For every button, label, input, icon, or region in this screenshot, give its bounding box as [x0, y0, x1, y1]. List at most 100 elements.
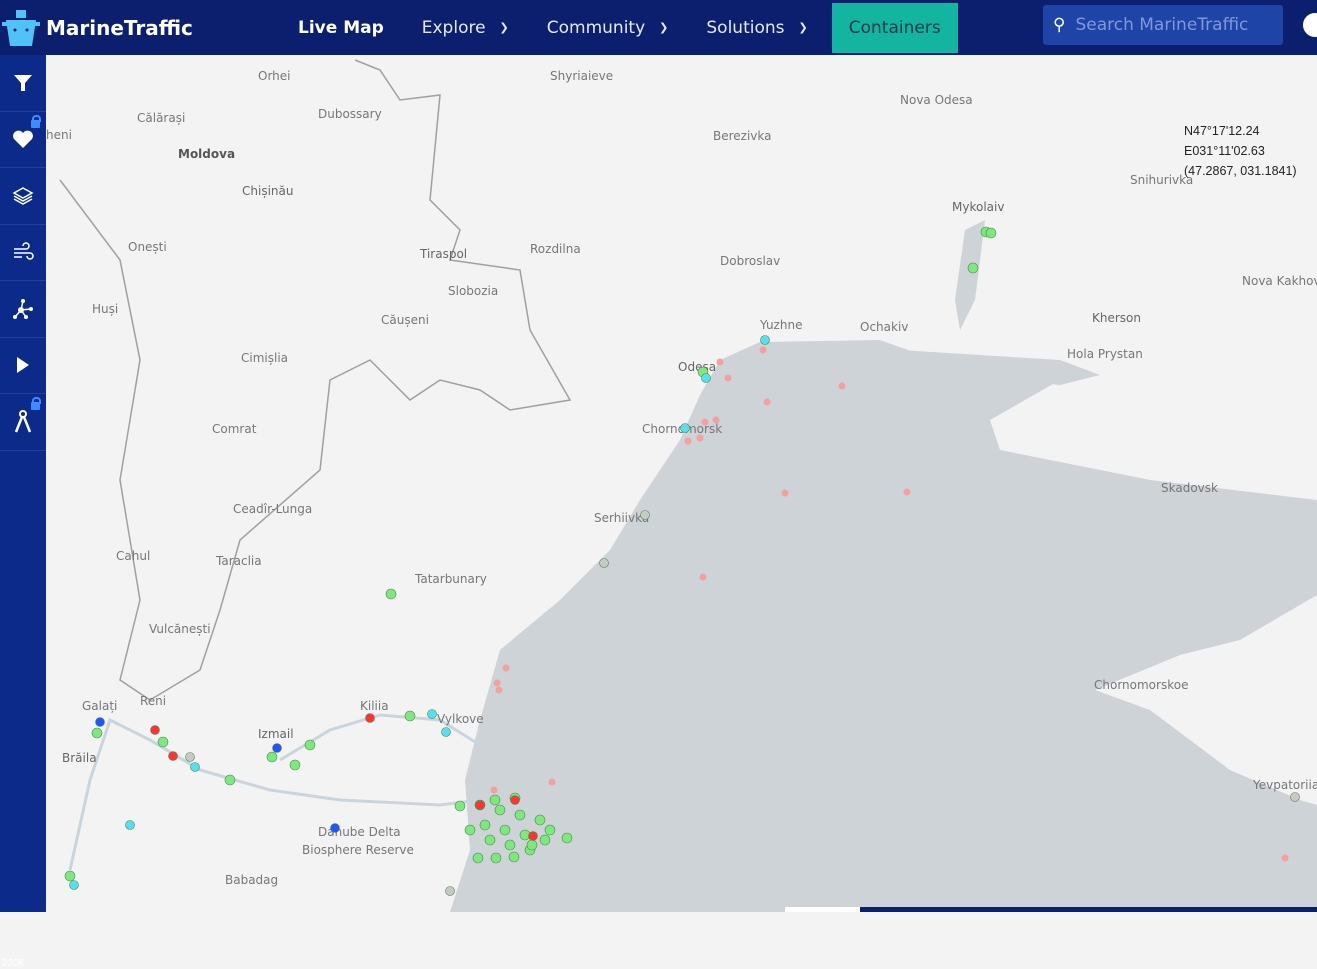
vessel-tug[interactable]	[441, 727, 451, 737]
vessel-tanker[interactable]	[365, 713, 375, 723]
favorites-button[interactable]	[0, 112, 46, 168]
vessel-stationary[interactable]	[724, 374, 732, 382]
vessel-cargo[interactable]	[304, 739, 316, 751]
vessel-cargo[interactable]	[454, 800, 466, 812]
vessel-stationary[interactable]	[696, 434, 704, 442]
weather-button[interactable]	[0, 225, 46, 281]
vessel-stationary[interactable]	[490, 786, 498, 794]
vessel-stationary[interactable]	[712, 416, 720, 424]
vessel-cargo[interactable]	[494, 804, 506, 816]
network-button[interactable]	[0, 281, 46, 338]
vessel-stationary[interactable]	[903, 488, 911, 496]
vessel-stationary[interactable]	[701, 418, 709, 426]
vessel-tanker[interactable]	[475, 800, 485, 810]
help-icon[interactable]	[1303, 13, 1317, 37]
vessel-tug[interactable]	[760, 335, 770, 345]
vessel-tug[interactable]	[680, 423, 690, 433]
logo[interactable]: MarineTraffic	[2, 6, 272, 50]
vessel-cargo[interactable]	[266, 751, 278, 763]
vessel-tug[interactable]	[701, 373, 711, 383]
vessel-passenger[interactable]	[330, 823, 340, 833]
vessel-stationary[interactable]	[495, 686, 503, 694]
vessel-cargo[interactable]	[544, 824, 556, 836]
black-sea	[450, 340, 1317, 912]
vessel-stationary[interactable]	[759, 346, 767, 354]
vessel-cargo[interactable]	[561, 832, 573, 844]
vessel-markers	[64, 226, 1300, 896]
search-input[interactable]: ⚲ Search MarineTraffic	[1043, 5, 1283, 45]
vessel-tug[interactable]	[427, 709, 437, 719]
map-label: Comrat	[212, 422, 257, 436]
vessel-tanker[interactable]	[510, 795, 520, 805]
vessel-cargo[interactable]	[489, 794, 501, 806]
vessel-cargo[interactable]	[508, 851, 520, 863]
vessel-stationary[interactable]	[1281, 854, 1289, 862]
vessel-cargo[interactable]	[64, 870, 76, 882]
vessel-tanker[interactable]	[528, 831, 538, 841]
vessel-stationary[interactable]	[781, 489, 789, 497]
nav-label: Explore	[421, 17, 486, 38]
vessel-tug[interactable]	[190, 762, 200, 772]
vessel-cargo[interactable]	[534, 814, 546, 826]
vessel-stationary[interactable]	[502, 664, 510, 672]
measure-button[interactable]	[0, 394, 46, 451]
vessel-stationary[interactable]	[493, 679, 501, 687]
longitude: E031°11'02.63	[1184, 144, 1265, 158]
vessel-stationary[interactable]	[548, 778, 556, 786]
nav-community[interactable]: Community ❯	[547, 18, 669, 38]
vessel-cargo[interactable]	[91, 727, 103, 739]
vessel-cargo[interactable]	[472, 852, 484, 864]
vessel-unknown[interactable]	[1290, 792, 1300, 802]
nav-explore[interactable]: Explore ❯	[422, 18, 509, 38]
chevron-down-icon: ❯	[659, 21, 669, 34]
vessel-cargo[interactable]	[526, 839, 538, 851]
map-label: Yevpatoriia	[1252, 778, 1317, 792]
vessel-cargo[interactable]	[967, 262, 979, 274]
vessel-cargo[interactable]	[404, 710, 416, 722]
vessel-stationary[interactable]	[763, 398, 771, 406]
vessel-cargo[interactable]	[499, 824, 511, 836]
vessel-tanker[interactable]	[150, 725, 160, 735]
network-icon	[13, 298, 33, 319]
vessel-cargo[interactable]	[224, 774, 236, 786]
vessel-stationary[interactable]	[838, 382, 846, 390]
vessel-cargo[interactable]	[514, 809, 526, 821]
vessel-cargo[interactable]	[985, 227, 997, 239]
vessel-cargo[interactable]	[464, 824, 476, 836]
vessel-unknown[interactable]	[640, 510, 650, 520]
containers-button[interactable]: Containers	[831, 2, 958, 53]
vessel-cargo[interactable]	[490, 852, 502, 864]
vessel-passenger[interactable]	[95, 717, 105, 727]
map-label: Rozdilna	[530, 242, 581, 256]
search-icon: ⚲	[1053, 15, 1066, 35]
layers-button[interactable]	[0, 168, 46, 225]
vessel-passenger[interactable]	[272, 743, 282, 753]
vessel-cargo[interactable]	[504, 839, 516, 851]
vessel-cargo[interactable]	[157, 736, 169, 748]
bottom-panel-tab[interactable]	[785, 907, 860, 912]
vessel-cargo[interactable]	[289, 759, 301, 771]
map-label: Hola Prystan	[1067, 347, 1143, 361]
vessel-tug[interactable]	[125, 820, 135, 830]
bottom-panel[interactable]	[860, 907, 1317, 912]
playback-button[interactable]	[0, 338, 46, 394]
vessel-unknown[interactable]	[599, 558, 609, 568]
vessel-unknown[interactable]	[185, 752, 195, 762]
vessel-cargo[interactable]	[479, 819, 491, 831]
vessel-stationary[interactable]	[684, 437, 692, 445]
vessel-tug[interactable]	[69, 880, 79, 890]
vessel-unknown[interactable]	[445, 886, 455, 896]
map-label: Călărași	[137, 111, 185, 125]
map-label: Babadag	[225, 873, 278, 887]
vessel-stationary[interactable]	[699, 573, 707, 581]
vessel-cargo[interactable]	[484, 834, 496, 846]
vessel-cargo[interactable]	[539, 834, 551, 846]
nav-solutions[interactable]: Solutions ❯	[706, 18, 807, 38]
filter-button[interactable]	[0, 55, 46, 112]
map-label: Berezivka	[713, 129, 772, 143]
vessel-cargo[interactable]	[385, 588, 397, 600]
live-map[interactable]: Orhei Shyriaieve Nova Odesa Călărași Dubossa…	[46, 55, 1317, 912]
nav-live-map[interactable]: Live Map	[298, 18, 384, 38]
vessel-stationary[interactable]	[716, 358, 724, 366]
vessel-tanker[interactable]	[168, 751, 178, 761]
